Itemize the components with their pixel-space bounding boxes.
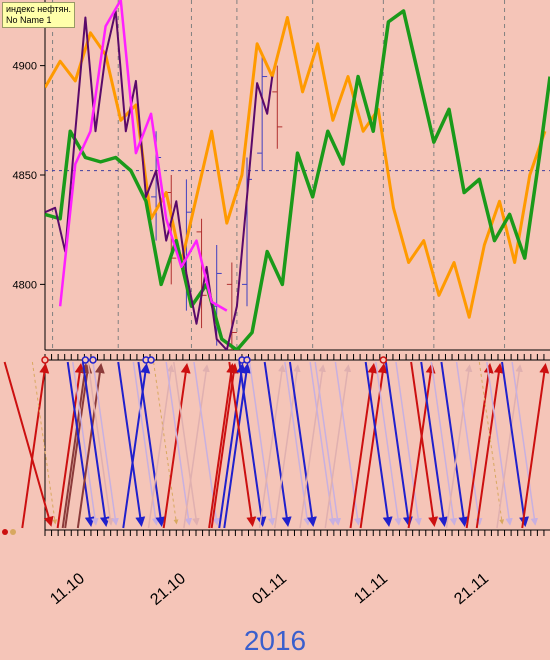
svg-text:21.10: 21.10 bbox=[147, 570, 189, 609]
svg-text:4900: 4900 bbox=[13, 61, 37, 73]
svg-text:21.11: 21.11 bbox=[451, 570, 492, 608]
svg-text:11.10: 11.10 bbox=[47, 570, 88, 608]
svg-text:11.11: 11.11 bbox=[351, 570, 391, 607]
series-darkpurple bbox=[45, 11, 272, 350]
svg-text:4800: 4800 bbox=[13, 279, 37, 291]
legend-box: индекс нефтян. No Name 1 bbox=[2, 2, 75, 28]
year-label: 2016 bbox=[244, 625, 306, 656]
svg-text:4850: 4850 bbox=[13, 170, 37, 182]
legend-line-1: индекс нефтян. bbox=[6, 4, 71, 15]
svg-text:01.11: 01.11 bbox=[249, 570, 290, 608]
chart-canvas: 4800 4850 4900 11.10 21.10 01.11 11.11 21.11 201… bbox=[0, 0, 550, 660]
legend-line-2: No Name 1 bbox=[6, 15, 71, 26]
